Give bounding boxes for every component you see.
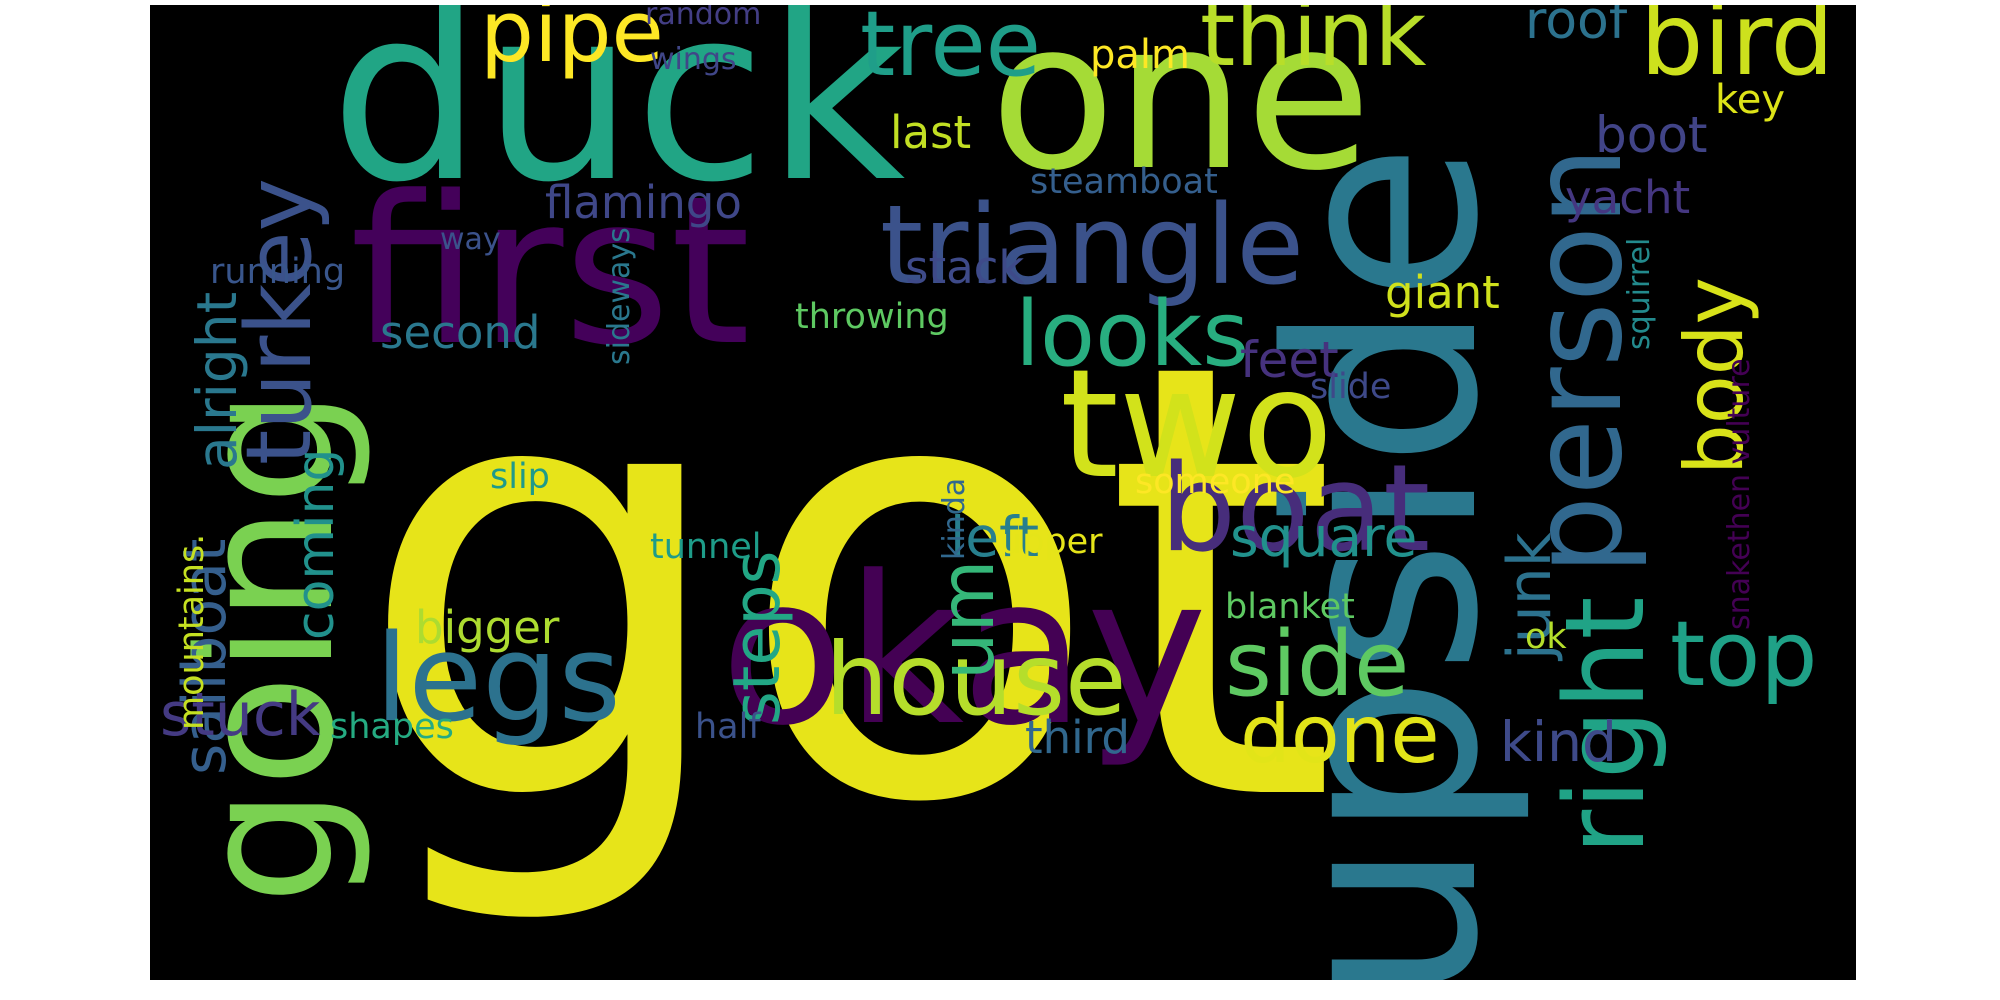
word-upper: upper bbox=[1000, 522, 1103, 562]
word-bigger: bigger bbox=[415, 601, 560, 654]
word-slip: slip bbox=[490, 457, 550, 497]
word-stack: stack bbox=[905, 241, 1025, 294]
word-running: running bbox=[210, 252, 346, 292]
word-slide: slide bbox=[1310, 367, 1392, 407]
word-tree: tree bbox=[860, 5, 1042, 97]
word-pipe: pipe bbox=[480, 5, 664, 82]
word-key: key bbox=[1715, 77, 1786, 123]
word-stuck: stuck bbox=[160, 680, 321, 750]
word-okay: okay bbox=[720, 533, 1208, 771]
word-sideways: sideways bbox=[602, 227, 637, 365]
word-snakethen-vulture: snakethen vulture bbox=[1722, 358, 1757, 630]
word-wings: wings bbox=[650, 42, 737, 77]
word-steamboat: steamboat bbox=[1030, 162, 1218, 202]
word-ok: ok bbox=[1525, 617, 1567, 657]
word-got: got bbox=[355, 235, 1339, 934]
word-shapes: shapes bbox=[330, 707, 454, 747]
word-someone: someone bbox=[1135, 462, 1296, 502]
word-um: um bbox=[923, 559, 1011, 680]
word-throwing: throwing bbox=[795, 297, 949, 337]
word-feet: feet bbox=[1240, 331, 1339, 389]
word-done: done bbox=[1240, 688, 1440, 781]
word-squirrel: squirrel bbox=[1622, 237, 1657, 350]
word-third: third bbox=[1025, 711, 1130, 764]
word-blanket: blanket bbox=[1225, 587, 1355, 627]
word-first: first bbox=[350, 153, 751, 391]
word-duck: duck bbox=[330, 5, 906, 235]
word-left: left bbox=[950, 505, 1040, 569]
word-steps: steps bbox=[720, 550, 795, 725]
word-two: two bbox=[1060, 338, 1334, 512]
word-top: top bbox=[1670, 602, 1818, 707]
word-palm: palm bbox=[1090, 32, 1190, 78]
word-second: second bbox=[380, 306, 541, 359]
word-half: half bbox=[695, 707, 761, 747]
word-triangle: triangle bbox=[880, 181, 1305, 309]
word-boot: boot bbox=[1595, 106, 1708, 164]
word-side: side bbox=[1225, 612, 1410, 717]
word-one: one bbox=[990, 5, 1372, 216]
word-square: square bbox=[1230, 505, 1418, 569]
word-yacht: yacht bbox=[1565, 171, 1691, 224]
word-way: way bbox=[440, 222, 501, 257]
word-tunnel: tunnel bbox=[650, 527, 762, 567]
word-legs: legs bbox=[375, 610, 621, 749]
word-looks: looks bbox=[1015, 282, 1250, 387]
word-mountains: mountains. bbox=[172, 533, 212, 730]
word-alright: alright bbox=[185, 291, 249, 470]
word-cloud: got duck one upside first okay going two person t… bbox=[150, 5, 1856, 980]
word-roof: roof bbox=[1525, 5, 1628, 51]
word-last: last bbox=[890, 106, 972, 159]
word-giant: giant bbox=[1385, 266, 1500, 319]
word-house: house bbox=[825, 621, 1127, 738]
word-random: random bbox=[645, 5, 762, 32]
word-bird: bird bbox=[1640, 5, 1835, 98]
word-kinda: kinda bbox=[937, 477, 972, 560]
word-kind: kind bbox=[1500, 710, 1617, 774]
word-coming: coming bbox=[286, 448, 346, 640]
word-think: think bbox=[1200, 5, 1427, 87]
word-flamingo: flamingo bbox=[545, 176, 742, 229]
word-boat: boat bbox=[1160, 440, 1431, 579]
